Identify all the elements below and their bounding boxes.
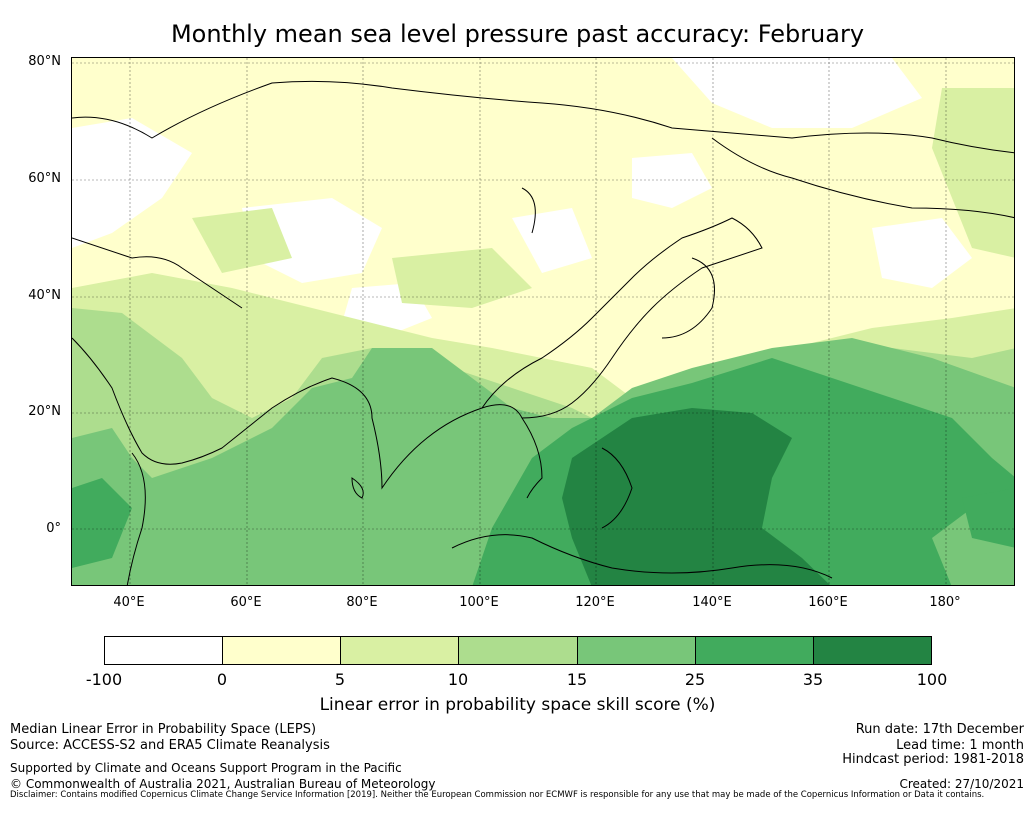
footer-left-line4: © Commonwealth of Australia 2021, Austra… (10, 777, 436, 791)
lat-label-80n: 80°N (28, 54, 61, 69)
colorbar-tick: 5 (334, 670, 346, 689)
colorbar-segment (459, 637, 578, 664)
colorbar-tick: 0 (216, 670, 228, 689)
lon-label-60e: 60°E (230, 595, 262, 610)
footer-right-line4: Created: 27/10/2021 (899, 777, 1024, 791)
lat-label-equator: 0° (46, 521, 61, 536)
colorbar-segment (695, 637, 814, 664)
lon-label-100e: 100°E (459, 595, 499, 610)
coastlines (72, 80, 1014, 585)
colorbar-tick: 25 (684, 670, 706, 689)
graticule (72, 58, 1014, 585)
skill-map-svg (72, 58, 1014, 585)
lat-label-60n: 60°N (28, 171, 61, 186)
colorbar-tick: 15 (566, 670, 588, 689)
footer-left-line1: Median Linear Error in Probability Space… (10, 722, 317, 737)
score-band-35-100 (562, 408, 830, 585)
lon-label-80e: 80°E (346, 595, 378, 610)
lat-label-40n: 40°N (28, 288, 61, 303)
lon-label-180: 180° (929, 595, 961, 610)
lon-label-140e: 140°E (692, 595, 732, 610)
map-title: Monthly mean sea level pressure past acc… (170, 20, 865, 48)
colorbar-tick: 100 (916, 670, 948, 689)
colorbar-segment (105, 637, 224, 664)
lon-label-40e: 40°E (113, 595, 145, 610)
colorbar-segment (341, 637, 460, 664)
colorbar-tick: -100 (85, 670, 123, 689)
colorbar-segment (223, 637, 342, 664)
footer-right-line2: Lead time: 1 month (896, 738, 1024, 753)
colorbar-segment (577, 637, 696, 664)
colorbar-tick: 10 (447, 670, 469, 689)
colorbar-label: Linear error in probability space skill … (319, 695, 716, 715)
disclaimer: Disclaimer: Contains modified Copernicus… (10, 790, 985, 800)
footer-right-line1: Run date: 17th December (855, 722, 1024, 737)
colorbar (104, 636, 932, 665)
colorbar-segment (813, 637, 931, 664)
skill-map (71, 57, 1015, 586)
footer-right-line3: Hindcast period: 1981-2018 (842, 752, 1024, 767)
lon-label-120e: 120°E (575, 595, 615, 610)
footer-left-line3: Supported by Climate and Oceans Support … (10, 761, 402, 775)
colorbar-tick: 35 (802, 670, 824, 689)
footer-left-line2: Source: ACCESS-S2 and ERA5 Climate Reana… (10, 738, 330, 753)
lon-label-160e: 160°E (808, 595, 848, 610)
lat-label-20n: 20°N (28, 404, 61, 419)
